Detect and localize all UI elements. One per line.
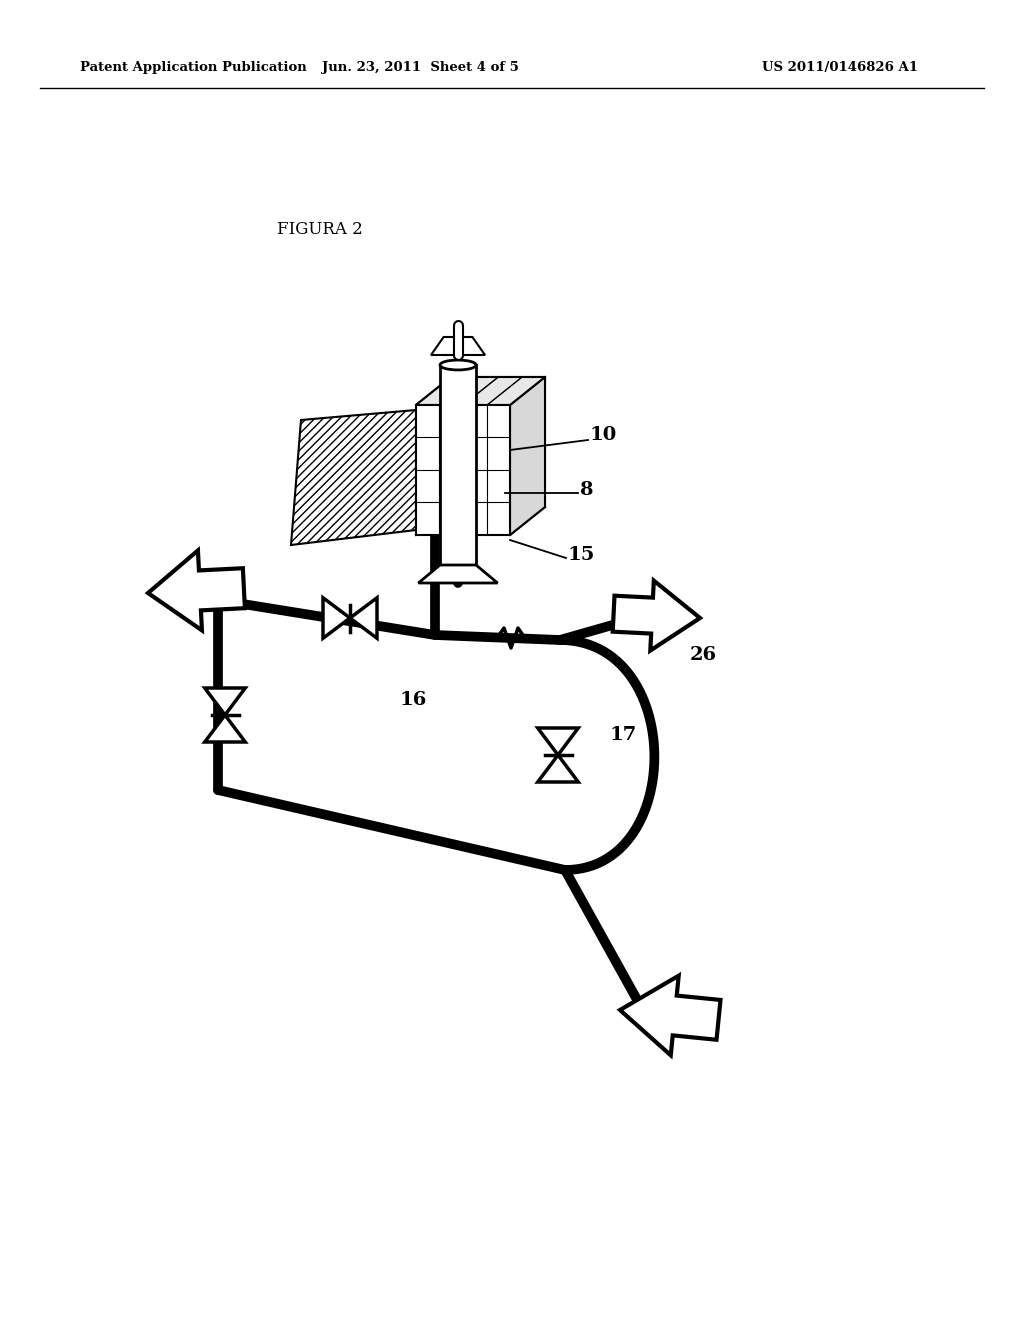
Polygon shape [205,715,246,742]
Text: 26: 26 [690,645,717,664]
Polygon shape [620,975,721,1055]
Text: US 2011/0146826 A1: US 2011/0146826 A1 [762,62,918,74]
Polygon shape [451,378,545,507]
Polygon shape [431,337,485,355]
Text: 8: 8 [580,480,594,499]
Polygon shape [323,598,350,639]
Polygon shape [538,729,579,755]
Text: 16: 16 [400,690,427,709]
Polygon shape [416,378,545,405]
Polygon shape [538,755,579,781]
Text: FIGURA 2: FIGURA 2 [278,222,362,239]
Polygon shape [148,550,245,631]
Text: Patent Application Publication: Patent Application Publication [80,62,307,74]
Bar [440,366,476,565]
Polygon shape [510,378,545,535]
Text: 15: 15 [568,546,595,564]
Polygon shape [612,581,700,651]
Text: 10: 10 [590,426,617,444]
Polygon shape [291,411,416,545]
Polygon shape [419,565,498,583]
Ellipse shape [440,360,476,370]
Text: 17: 17 [610,726,637,744]
Polygon shape [350,598,377,639]
Polygon shape [416,405,510,535]
Polygon shape [205,688,246,715]
Text: Jun. 23, 2011  Sheet 4 of 5: Jun. 23, 2011 Sheet 4 of 5 [322,62,518,74]
